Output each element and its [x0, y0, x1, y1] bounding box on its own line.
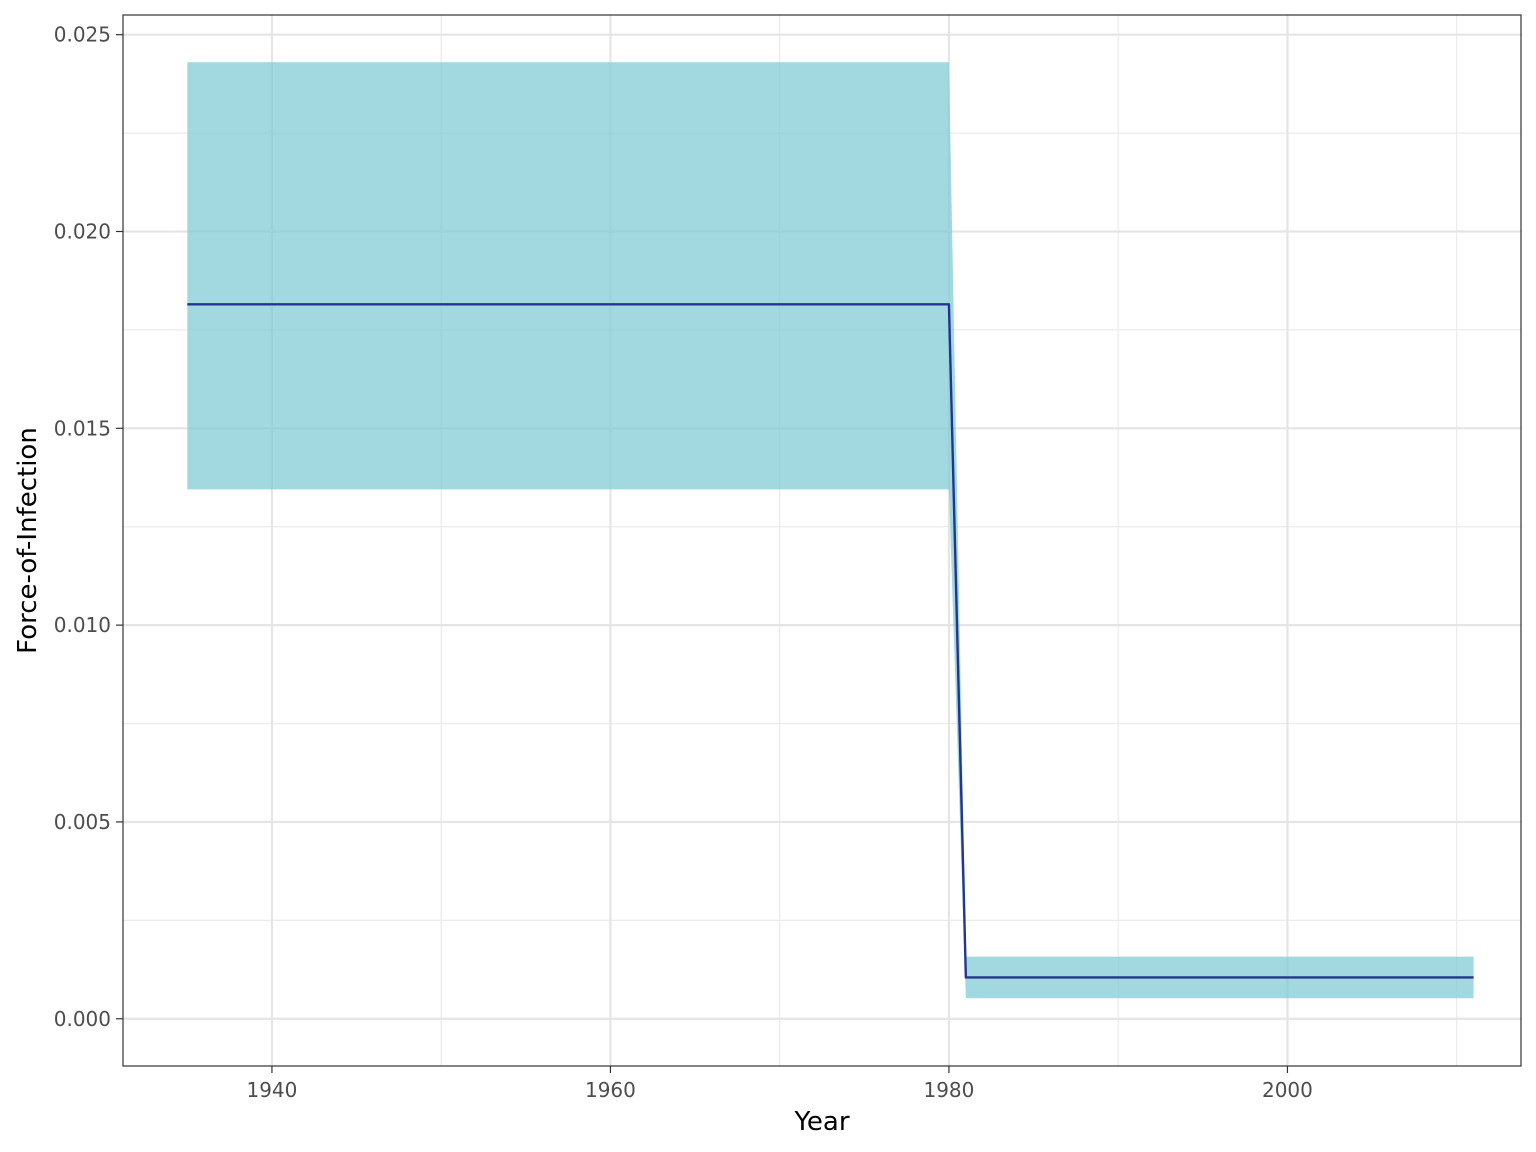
x-axis: 1940 1960 1980 2000	[246, 1066, 1313, 1102]
y-tick-label: 0.010	[54, 613, 111, 637]
x-tick-label: 1940	[246, 1078, 297, 1102]
x-tick-label: 2000	[1262, 1078, 1313, 1102]
x-tick-label: 1960	[585, 1078, 636, 1102]
y-tick-label: 0.000	[54, 1007, 111, 1031]
series-line-path	[187, 303, 1474, 979]
y-tick-label: 0.015	[54, 416, 111, 440]
y-axis-title: Force-of-Infection	[13, 427, 43, 654]
confidence-band-area	[187, 62, 1474, 999]
y-axis: 0.000 0.005 0.010 0.015 0.020 0.025	[54, 23, 123, 1031]
x-tick-label: 1980	[923, 1078, 974, 1102]
y-tick-label: 0.020	[54, 219, 111, 243]
y-tick-label: 0.005	[54, 810, 111, 834]
confidence-band	[187, 62, 1474, 999]
panel-border	[122, 14, 1522, 1067]
series-line	[187, 303, 1474, 979]
y-tick-label: 0.025	[54, 23, 111, 47]
x-axis-title: Year	[793, 1107, 849, 1137]
